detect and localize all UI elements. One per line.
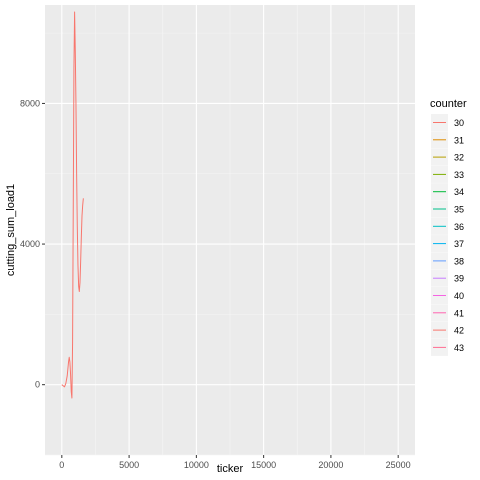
legend-label-41: 41 xyxy=(454,308,464,318)
legend-label-31: 31 xyxy=(454,135,464,145)
x-axis-title: ticker xyxy=(217,463,244,475)
legend-label-32: 32 xyxy=(454,153,464,163)
y-tick-label: 0 xyxy=(35,380,40,390)
legend-label-36: 36 xyxy=(454,222,464,232)
minor-gridlines xyxy=(45,5,415,456)
legend-label-37: 37 xyxy=(454,239,464,249)
x-tick-label: 10000 xyxy=(184,460,209,470)
legend-label-30: 30 xyxy=(454,118,464,128)
legend-label-40: 40 xyxy=(454,291,464,301)
legend-label-34: 34 xyxy=(454,187,464,197)
legend-label-35: 35 xyxy=(454,205,464,215)
x-tick-label: 20000 xyxy=(318,460,343,470)
series-line-30 xyxy=(61,11,84,399)
x-tick-label: 0 xyxy=(59,460,64,470)
legend-label-39: 39 xyxy=(454,274,464,284)
legend-title: counter xyxy=(430,98,467,110)
x-tick-label: 5000 xyxy=(119,460,139,470)
series-layer xyxy=(61,11,84,399)
x-tick-label: 25000 xyxy=(386,460,411,470)
major-gridlines xyxy=(45,5,415,455)
legend-label-42: 42 xyxy=(454,326,464,336)
y-axis-title: cutting_sum_load1 xyxy=(5,184,17,276)
y-tick-label: 4000 xyxy=(20,239,40,249)
y-axis: 0 4000 8000 xyxy=(20,98,45,390)
legend-label-43: 43 xyxy=(454,343,464,353)
x-tick-label: 15000 xyxy=(251,460,276,470)
legend: counter 30 31 32 33 34 35 36 37 38 39 40 41 42 43 xyxy=(430,98,467,356)
x-axis: 0 5000 10000 15000 20000 25000 xyxy=(59,455,411,470)
legend-label-33: 33 xyxy=(454,170,464,180)
legend-label-38: 38 xyxy=(454,256,464,266)
y-tick-label: 8000 xyxy=(20,98,40,108)
